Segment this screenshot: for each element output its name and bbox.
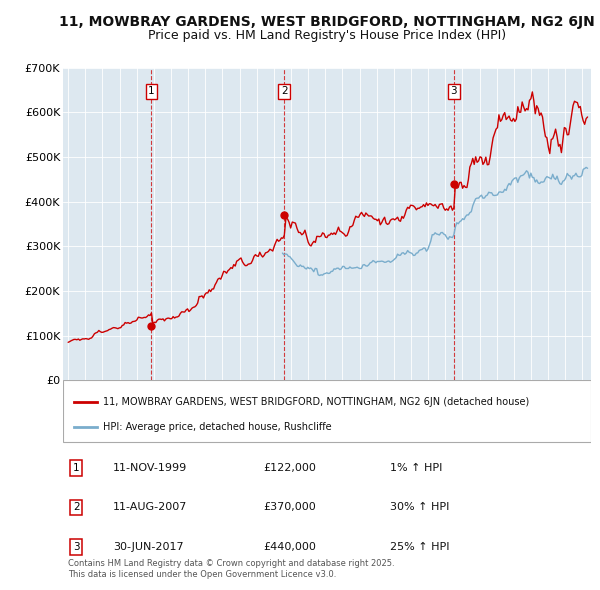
Text: £440,000: £440,000 [263, 542, 317, 552]
Text: 1: 1 [73, 463, 80, 473]
Text: Contains HM Land Registry data © Crown copyright and database right 2025.
This d: Contains HM Land Registry data © Crown c… [68, 559, 395, 579]
Text: 1% ↑ HPI: 1% ↑ HPI [391, 463, 443, 473]
Text: 3: 3 [451, 86, 457, 96]
Text: 3: 3 [73, 542, 80, 552]
Text: 1: 1 [148, 86, 155, 96]
Text: 25% ↑ HPI: 25% ↑ HPI [391, 542, 450, 552]
Text: £370,000: £370,000 [263, 503, 316, 513]
Text: 2: 2 [73, 503, 80, 513]
Bar [63, 380, 591, 442]
Text: Price paid vs. HM Land Registry's House Price Index (HPI): Price paid vs. HM Land Registry's House … [148, 30, 506, 42]
Text: £122,000: £122,000 [263, 463, 317, 473]
Text: HPI: Average price, detached house, Rushcliffe: HPI: Average price, detached house, Rush… [103, 422, 331, 432]
Text: 30-JUN-2017: 30-JUN-2017 [113, 542, 184, 552]
Text: 11-NOV-1999: 11-NOV-1999 [113, 463, 187, 473]
Text: 11-AUG-2007: 11-AUG-2007 [113, 503, 188, 513]
Text: 2: 2 [281, 86, 287, 96]
Text: 30% ↑ HPI: 30% ↑ HPI [391, 503, 450, 513]
Text: 11, MOWBRAY GARDENS, WEST BRIDGFORD, NOTTINGHAM, NG2 6JN: 11, MOWBRAY GARDENS, WEST BRIDGFORD, NOT… [59, 15, 595, 29]
Text: 11, MOWBRAY GARDENS, WEST BRIDGFORD, NOTTINGHAM, NG2 6JN (detached house): 11, MOWBRAY GARDENS, WEST BRIDGFORD, NOT… [103, 397, 529, 407]
